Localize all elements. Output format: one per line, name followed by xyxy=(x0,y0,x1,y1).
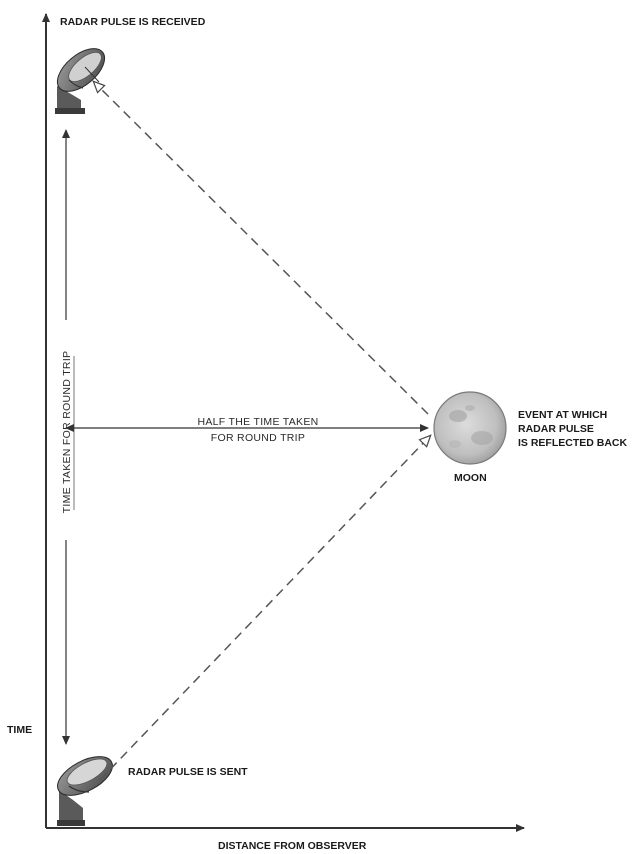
sent-label: RADAR PULSE IS SENT xyxy=(128,766,248,778)
half-time-label-line2: FOR ROUND TRIP xyxy=(211,432,305,444)
event-label-line3: IS REFLECTED BACK xyxy=(518,437,628,449)
axes xyxy=(42,13,525,832)
moon-label: MOON xyxy=(454,472,487,484)
event-label-line2: RADAR PULSE xyxy=(518,423,594,435)
outgoing-pulse-path xyxy=(99,434,432,781)
event-label-line1: EVENT AT WHICH xyxy=(518,409,607,421)
returning-pulse-path xyxy=(92,80,429,415)
radar-dish-icon xyxy=(55,48,106,114)
distance-axis-label: DISTANCE FROM OBSERVER xyxy=(218,840,367,852)
half-time-label-line1: HALF THE TIME TAKEN xyxy=(197,416,318,428)
time-axis-label: TIME xyxy=(7,724,32,736)
round-trip-label: TIME TAKEN FOR ROUND TRIP xyxy=(61,351,73,514)
radar-dish-icon-bottom xyxy=(57,756,113,826)
moon-icon xyxy=(433,391,507,465)
received-label: RADAR PULSE IS RECEIVED xyxy=(60,16,206,28)
light-paths xyxy=(92,80,432,781)
